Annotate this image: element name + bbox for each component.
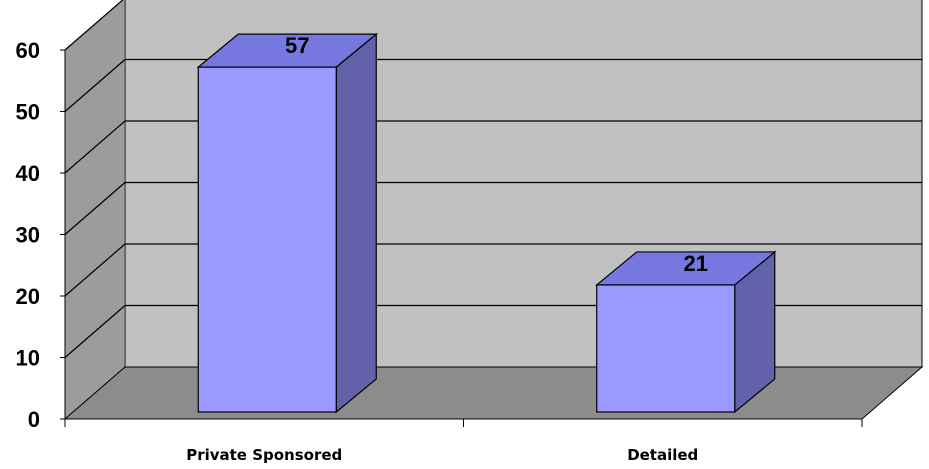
- data-label: 57: [285, 33, 309, 58]
- bar: [595, 250, 777, 414]
- side-wall: [64, 0, 126, 421]
- labels: 0 10 20 30 40 50 60 57 Private Sponsored 21 Detail…: [16, 33, 708, 464]
- bar-side: [335, 32, 377, 414]
- gridline-side: [64, 59, 126, 112]
- y-tick-label: 10: [16, 346, 40, 371]
- gridline-side: [64, 0, 124, 51]
- data-label: 21: [684, 251, 708, 276]
- bars: [196, 32, 777, 414]
- bar: [196, 32, 378, 414]
- x-tick-label: Private Sponsored: [186, 446, 342, 464]
- y-tick-label: 20: [16, 284, 40, 309]
- bar-front: [596, 284, 736, 413]
- floor: [63, 366, 924, 420]
- y-tick-label: 60: [16, 38, 40, 63]
- bar-front: [197, 66, 337, 413]
- gridline-side: [64, 120, 126, 174]
- chart-walls: [63, 0, 924, 421]
- y-tick-label: 0: [28, 407, 40, 432]
- y-tick-label: 50: [16, 100, 40, 125]
- axes: [60, 49, 863, 427]
- gridline-side: [64, 243, 126, 297]
- y-tick-label: 30: [16, 223, 40, 248]
- x-tick-label: Detailed: [627, 446, 698, 464]
- gridline-side: [64, 182, 126, 235]
- gridline-side: [64, 305, 126, 358]
- y-tick-label: 40: [16, 161, 40, 186]
